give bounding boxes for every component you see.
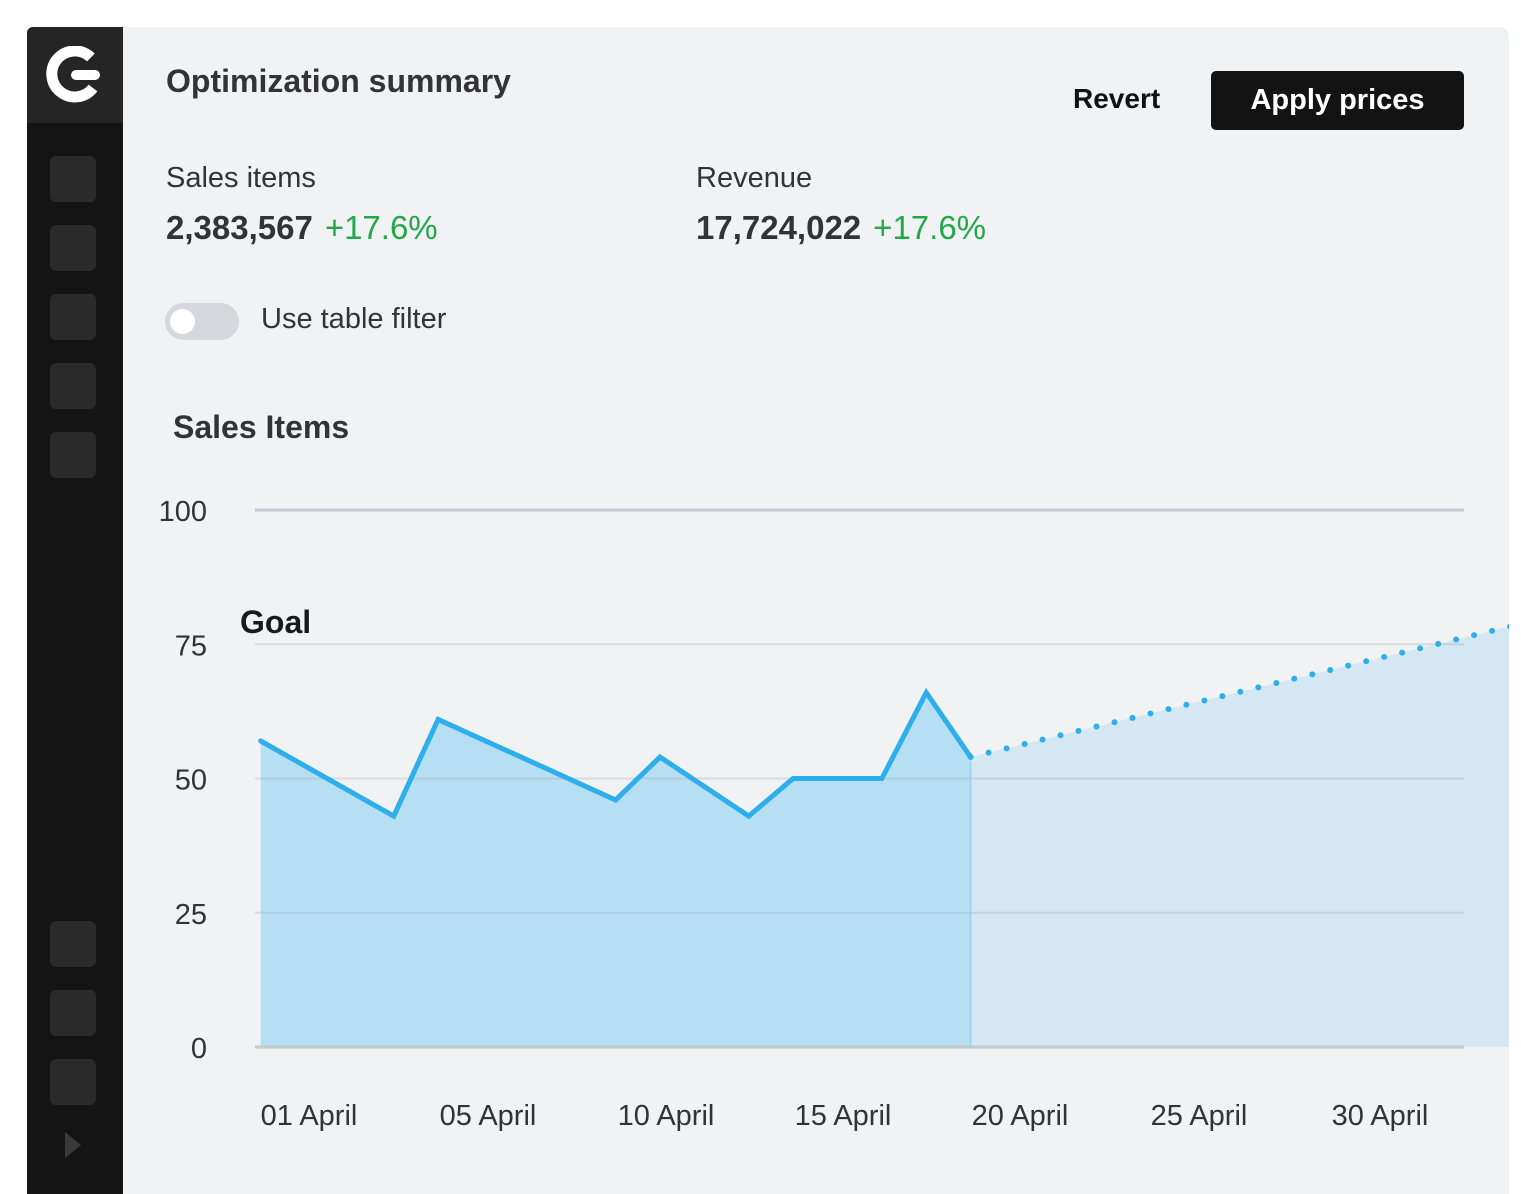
forecast-area bbox=[970, 626, 1509, 1047]
series-line-actual bbox=[258, 687, 974, 820]
x-tick-label: 25 April bbox=[1151, 1100, 1248, 1132]
chevron-right-icon[interactable] bbox=[63, 1130, 83, 1160]
metric-revenue: Revenue 17,724,022 +17.6% bbox=[696, 162, 986, 247]
metric-value: 17,724,022 bbox=[696, 209, 862, 246]
toggle-knob bbox=[170, 309, 195, 334]
y-tick-label: 50 bbox=[175, 765, 207, 797]
actual-area bbox=[260, 692, 971, 1047]
sidebar-nav-item[interactable] bbox=[50, 921, 96, 967]
sidebar-nav-item[interactable] bbox=[50, 363, 96, 409]
y-tick-label: 75 bbox=[175, 630, 207, 662]
page-title: Optimization summary bbox=[166, 63, 511, 99]
sidebar-nav-item[interactable] bbox=[50, 990, 96, 1036]
chart-title: Sales Items bbox=[173, 409, 350, 445]
x-tick-label: 30 April bbox=[1332, 1100, 1429, 1132]
x-tick-label: 05 April bbox=[440, 1100, 537, 1132]
main-panel: Optimization summary Revert Apply prices… bbox=[123, 27, 1509, 1194]
metric-label: Sales items bbox=[166, 162, 316, 194]
x-tick-label: 10 April bbox=[618, 1100, 715, 1132]
brand-logo-icon bbox=[46, 46, 100, 103]
metric-delta: +17.6% bbox=[324, 209, 438, 246]
sidebar-nav-item[interactable] bbox=[50, 294, 96, 340]
x-tick-label: 01 April bbox=[261, 1100, 358, 1132]
sidebar bbox=[27, 27, 123, 1194]
metric-value: 2,383,567 bbox=[166, 209, 313, 246]
sidebar-nav-item[interactable] bbox=[50, 225, 96, 271]
table-filter-toggle[interactable] bbox=[165, 303, 239, 340]
revert-button[interactable]: Revert bbox=[1073, 83, 1161, 114]
sidebar-nav-item[interactable] bbox=[50, 1059, 96, 1105]
y-tick-label: 0 bbox=[191, 1033, 207, 1065]
y-tick-label: 25 bbox=[175, 899, 207, 931]
y-tick-label: 100 bbox=[159, 496, 207, 528]
app-window: Optimization summary Revert Apply prices… bbox=[27, 27, 1509, 1194]
table-filter-label: Use table filter bbox=[261, 303, 447, 335]
brand-logo[interactable] bbox=[27, 27, 123, 123]
x-tick-label: 15 April bbox=[795, 1100, 892, 1132]
goal-annotation: Goal bbox=[240, 604, 311, 640]
sidebar-nav-item[interactable] bbox=[50, 156, 96, 202]
sales-items-chart: 0 25 50 75 100 Goal 01 April 05 April 10 April 15… bbox=[159, 496, 1509, 1132]
metric-sales-items: Sales items 2,383,567 +17.6% bbox=[166, 162, 438, 247]
sidebar-nav-item[interactable] bbox=[50, 432, 96, 478]
metric-delta: +17.6% bbox=[873, 209, 987, 246]
metric-label: Revenue bbox=[696, 162, 813, 194]
x-tick-label: 20 April bbox=[972, 1100, 1069, 1132]
apply-prices-button[interactable]: Apply prices bbox=[1211, 71, 1464, 130]
